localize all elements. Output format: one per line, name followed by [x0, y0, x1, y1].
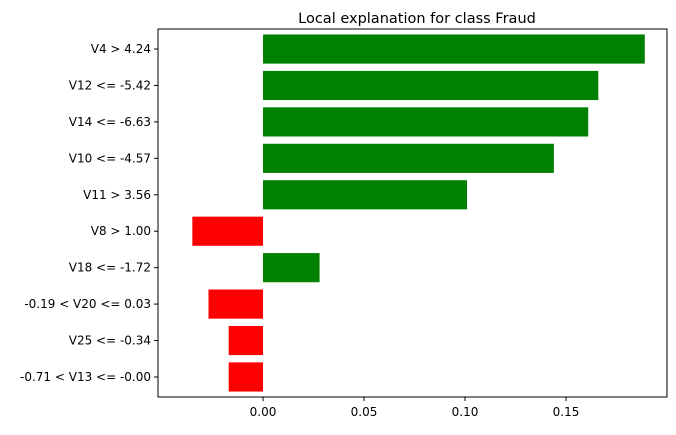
x-ticks: 0.00 0.05 0.10 0.15: [250, 397, 580, 419]
bar-1: [263, 70, 599, 101]
y-tick-label-5: V8 > 1.00: [91, 224, 151, 238]
y-tick-label-7: -0.19 < V20 <= 0.03: [24, 297, 151, 311]
y-tick-label-2: V14 <= -6.63: [69, 115, 151, 129]
x-tick-label-1: 0.05: [351, 405, 378, 419]
y-tick-label-8: V25 <= -0.34: [69, 334, 151, 348]
chart-title: Local explanation for class Fraud: [298, 11, 536, 27]
bar-8: [228, 325, 264, 356]
y-tick-label-9: -0.71 < V13 <= -0.00: [20, 370, 151, 384]
bars-group: [192, 34, 645, 392]
bar-6: [263, 253, 320, 283]
y-tick-label-0: V4 > 4.24: [91, 42, 151, 56]
bar-0: [263, 34, 645, 64]
bar-3: [263, 143, 554, 173]
x-tick-label-2: 0.10: [452, 405, 479, 419]
bar-2: [263, 107, 589, 137]
y-tick-label-3: V10 <= -4.57: [69, 151, 151, 165]
y-tick-label-1: V12 <= -5.42: [69, 78, 151, 92]
plot-area-frame: [157, 28, 668, 398]
y-tick-labels: V4 > 4.24 V12 <= -5.42 V14 <= -6.63 V10 <= …: [20, 42, 158, 384]
bar-7: [208, 289, 264, 319]
bar-5: [192, 216, 264, 246]
bar-4: [263, 180, 468, 210]
bar-9: [228, 362, 264, 392]
y-tick-label-6: V18 <= -1.72: [69, 261, 151, 275]
y-tick-label-4: V11 > 3.56: [83, 188, 151, 202]
x-tick-label-3: 0.15: [553, 405, 580, 419]
x-tick-label-0: 0.00: [250, 405, 277, 419]
